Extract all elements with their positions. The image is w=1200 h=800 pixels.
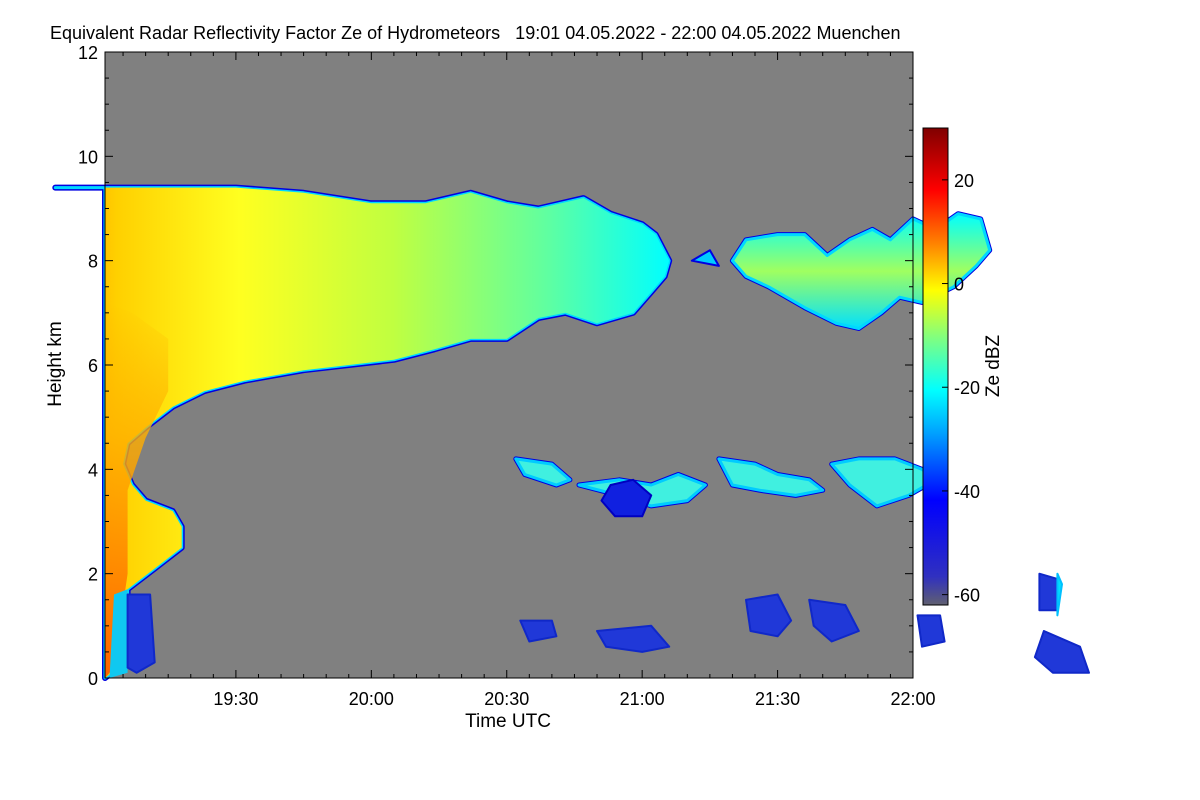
colorbar-label: Ze dBZ [983, 334, 1004, 397]
echo-mid-2 [717, 457, 825, 497]
y-tick-label-0: 0 [88, 669, 98, 689]
y-tick-label-3: 6 [88, 356, 98, 376]
x-tick-label-2: 20:30 [484, 689, 529, 709]
chart-title: Equivalent Radar Reflectivity Factor Ze … [50, 23, 901, 43]
echo-low-3 [745, 593, 793, 638]
x-tick-label-4: 21:30 [755, 689, 800, 709]
colorbar-tick-label-3: -40 [954, 482, 980, 502]
colorbar-tick-label-1: 0 [954, 275, 964, 295]
y-tick-label-6: 12 [78, 43, 98, 63]
x-tick-label-3: 21:00 [620, 689, 665, 709]
echo-low-2 [596, 624, 671, 653]
echo-main [55, 187, 670, 678]
x-axis-label: Time UTC [465, 711, 551, 732]
echo-low-cyan [1056, 572, 1063, 617]
y-axis: 0 2 4 6 8 10 12 [78, 43, 913, 689]
colorbar-ticks: 20 0 -20 -40 -60 [942, 171, 980, 606]
x-tick-label-0: 19:30 [213, 689, 258, 709]
colorbar: 20 0 -20 -40 -60 Ze dBZ [922, 127, 1004, 606]
y-axis-label: Height km [45, 321, 66, 407]
x-tick-label-1: 20:00 [349, 689, 394, 709]
colorbar-tick-label-2: -20 [954, 378, 980, 398]
echo-low-6 [1038, 572, 1059, 612]
colorbar-tick-label-0: 20 [954, 171, 974, 191]
y-tick-label-5: 10 [78, 147, 98, 167]
echo-low-7 [1033, 630, 1090, 674]
echo-main-core [105, 302, 169, 678]
colorbar-tick-label-4: -60 [954, 586, 980, 606]
echo-mid-0 [514, 457, 572, 487]
y-tick-label-4: 8 [88, 252, 98, 272]
echo-low-1 [519, 619, 558, 643]
echo-low-4 [808, 598, 860, 643]
echo-low-0 [126, 593, 156, 674]
echo-low-5 [916, 614, 946, 648]
y-tick-label-1: 2 [88, 565, 98, 585]
echo-upper-fragment [690, 249, 720, 267]
x-axis: 19:30 20:00 20:30 21:00 21:30 22:00 [122, 52, 936, 709]
y-tick-label-2: 4 [88, 460, 98, 480]
x-tick-label-5: 22:00 [890, 689, 935, 709]
colorbar-gradient [922, 127, 949, 606]
echo-mid-blue [600, 478, 653, 518]
echo-main-base [109, 589, 128, 678]
